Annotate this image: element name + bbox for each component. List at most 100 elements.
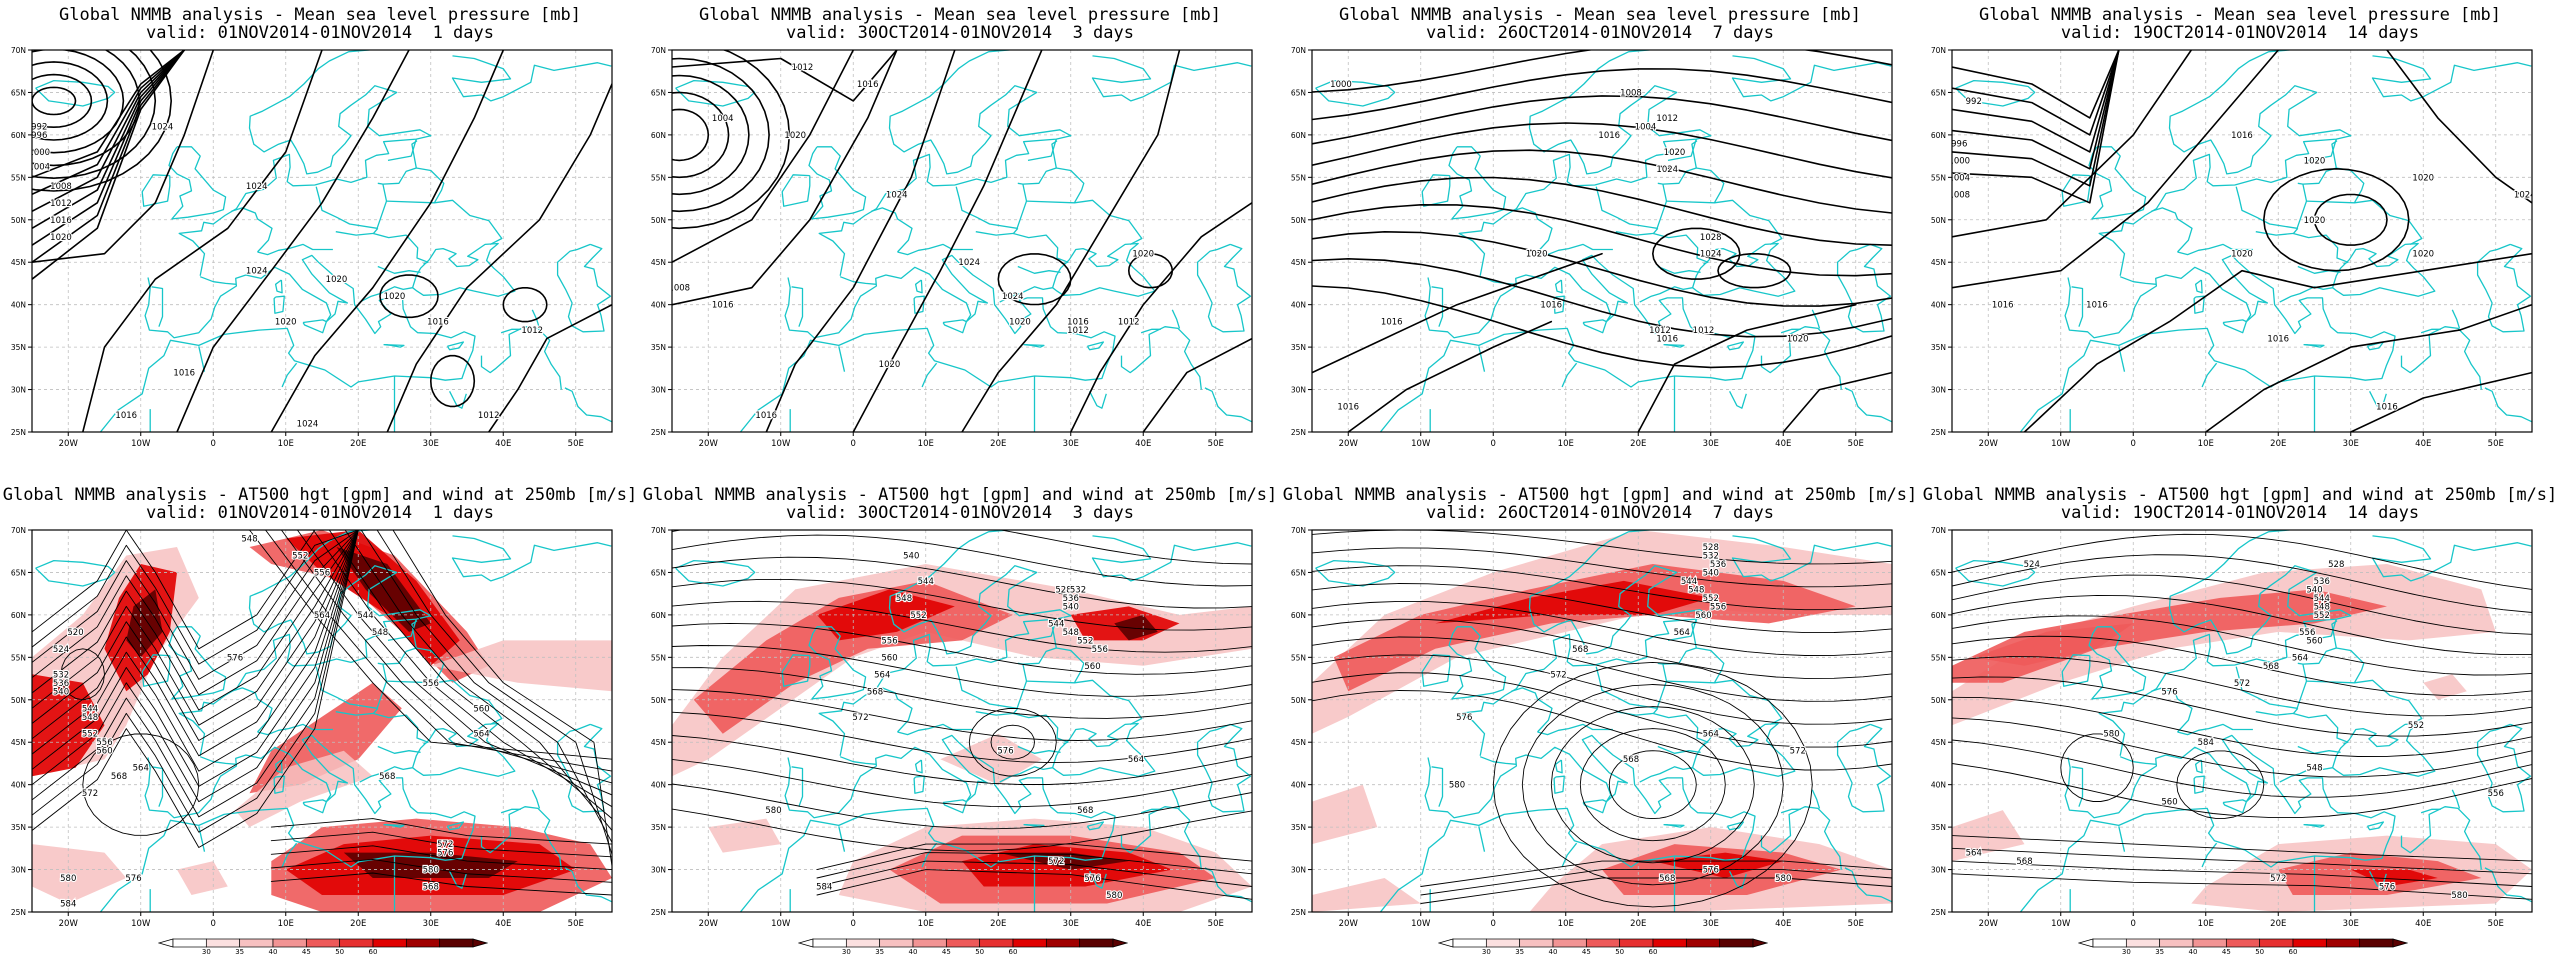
panel-mslp-3d: 1012 1004 1016 1020 1024 1024 1024 1020 1020 1016…: [640, 0, 1280, 480]
isoline-label: 1000: [28, 148, 50, 158]
coastline: [1657, 745, 1701, 754]
map-background: [672, 50, 1252, 432]
isoline: [1952, 873, 2532, 900]
lat-tick-label: 50N: [651, 216, 666, 225]
coastline: [1652, 232, 1709, 265]
coastline: [897, 243, 973, 256]
coastline: [168, 146, 227, 220]
isoline: [852, 50, 1043, 432]
isoline: [1608, 750, 1697, 820]
lat-tick-label: 60N: [1931, 611, 1946, 620]
coastline: [198, 826, 206, 852]
map-background: [1312, 50, 1892, 432]
lon-tick-label: 10W: [131, 439, 151, 449]
lat-tick-label: 60N: [1931, 131, 1946, 140]
isoline-label: 576: [125, 874, 141, 884]
lon-tick-label: 40E: [1775, 919, 1791, 929]
map-frame: [1951, 49, 2533, 433]
colorbar-tick-label: 30: [842, 948, 851, 954]
isoline-label: 536: [1710, 560, 1726, 570]
colorbar-segment: [2292, 938, 2327, 948]
isoline: [961, 50, 1181, 432]
coastline: [2098, 530, 2358, 756]
colorbar-segment: [439, 938, 474, 948]
coastline: [1662, 647, 1725, 684]
isoline-label: 544: [1048, 619, 1064, 629]
isoline: [296, 530, 612, 796]
lat-tick-label: 30N: [11, 866, 26, 875]
isoline-label: 1024: [1656, 165, 1678, 175]
isoline-label: 580: [2451, 891, 2467, 901]
isoline-label: 568: [379, 772, 395, 782]
colorbar-segment: [879, 938, 914, 948]
isoline-label: 544: [1681, 577, 1697, 587]
lat-tick-label: 70N: [11, 526, 26, 535]
isoline-label: 548: [82, 713, 98, 723]
coastline: [675, 559, 756, 587]
isoline-label: 580: [765, 806, 781, 816]
coastline: [955, 662, 1028, 709]
coastline: [335, 707, 379, 716]
coastline: [281, 842, 298, 868]
coastline: [914, 279, 923, 294]
isoline: [265, 530, 612, 772]
lat-tick-label: 30N: [651, 866, 666, 875]
coastline: [975, 707, 1019, 716]
isoline: [32, 530, 359, 711]
coastline: [1171, 309, 1181, 329]
colorbar-tick-label: 60: [1009, 948, 1018, 954]
isoline-label: 1016: [1067, 318, 1089, 328]
isoline: [816, 843, 1252, 871]
isoline-label: 1016: [1381, 318, 1403, 328]
coastline: [178, 50, 438, 276]
isoline-label: 1020: [1787, 335, 1809, 345]
isoline-label: 1012: [1118, 318, 1140, 328]
isoline: [672, 667, 1252, 719]
isoline-label: 564: [1128, 755, 1144, 765]
coastline: [387, 618, 417, 642]
lat-tick-label: 35N: [1931, 823, 1946, 832]
coastline: [2303, 823, 2325, 828]
coastline: [377, 265, 421, 274]
coastline: [1554, 759, 1563, 774]
isoline-label: 572: [1550, 670, 1566, 680]
lon-tick-label: 10W: [1411, 439, 1431, 449]
coastline: [975, 227, 1019, 236]
coastline: [315, 182, 388, 229]
coastline: [372, 712, 429, 745]
coastline: [1639, 286, 1693, 303]
lat-tick-label: 40N: [1931, 301, 1946, 310]
lon-tick-label: 0: [1491, 439, 1496, 449]
isoline: [1070, 202, 1252, 432]
isoline-label: 528: [1703, 543, 1719, 553]
coastline: [199, 276, 237, 285]
coastline: [35, 79, 116, 107]
lon-tick-label: 0: [211, 439, 216, 449]
coastline: [382, 647, 445, 684]
colorbar-segment: [1719, 938, 1754, 948]
isoline-label: 564: [1674, 628, 1690, 638]
lat-tick-label: 30N: [651, 386, 666, 395]
colorbar-segment: [1485, 938, 1521, 948]
map-figure: 524 5285365405445485525565605645685725765…: [1931, 526, 2533, 929]
isoline: [1952, 860, 2532, 887]
coastline: [1091, 55, 1252, 102]
colorbar-segment: [1079, 938, 1114, 948]
coastline: [1844, 387, 1892, 423]
lon-tick-label: 50E: [568, 919, 584, 929]
isoline: [816, 852, 1252, 879]
colorbar-segment: [2192, 938, 2227, 948]
colorbar-segment: [845, 938, 881, 948]
coastline: [1089, 391, 1107, 409]
isoline: [32, 530, 359, 772]
coastline: [2371, 535, 2532, 582]
isoline: [32, 50, 157, 179]
isoline-label: 1016: [857, 80, 879, 90]
coastline: [302, 799, 328, 814]
coastline: [2369, 871, 2387, 889]
isoline-label: 548: [1688, 585, 1704, 595]
coastline: [2297, 265, 2341, 274]
isoline: [672, 74, 750, 196]
colorbar-segment: [2092, 938, 2127, 948]
